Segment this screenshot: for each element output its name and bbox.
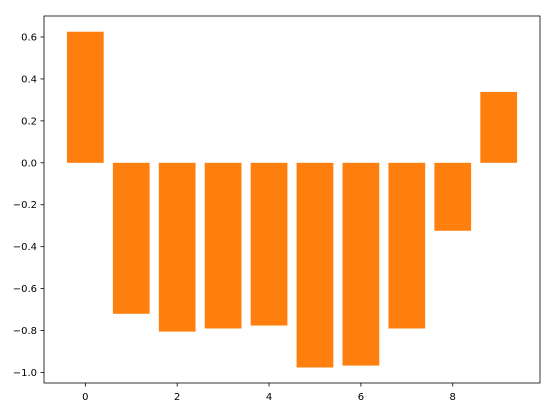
bar (112, 162, 150, 314)
y-tick-label: 0.2 (21, 116, 37, 127)
x-tick-label: 8 (450, 392, 456, 403)
y-tick-label: −0.2 (13, 200, 37, 211)
bar (250, 162, 288, 326)
y-tick-label: 0.0 (21, 158, 37, 169)
y-tick-label: −1.0 (13, 368, 37, 379)
y-tick-label: −0.4 (13, 242, 37, 253)
bar (66, 31, 104, 163)
bar (158, 162, 196, 332)
y-tick-label: 0.4 (21, 74, 37, 85)
x-tick-label: 4 (266, 392, 272, 403)
y-tick-label: −0.8 (13, 326, 37, 337)
x-tick-label: 0 (82, 392, 88, 403)
x-tick-label: 6 (358, 392, 364, 403)
bar (388, 162, 426, 329)
bar (342, 162, 380, 366)
bar (480, 91, 518, 163)
plot-frame (43, 15, 541, 384)
bar (296, 162, 334, 368)
y-tick-label: 0.6 (21, 32, 37, 43)
y-tick-label: −0.6 (13, 284, 37, 295)
x-tick-label: 2 (174, 392, 180, 403)
bar (434, 162, 472, 231)
bar (204, 162, 242, 329)
